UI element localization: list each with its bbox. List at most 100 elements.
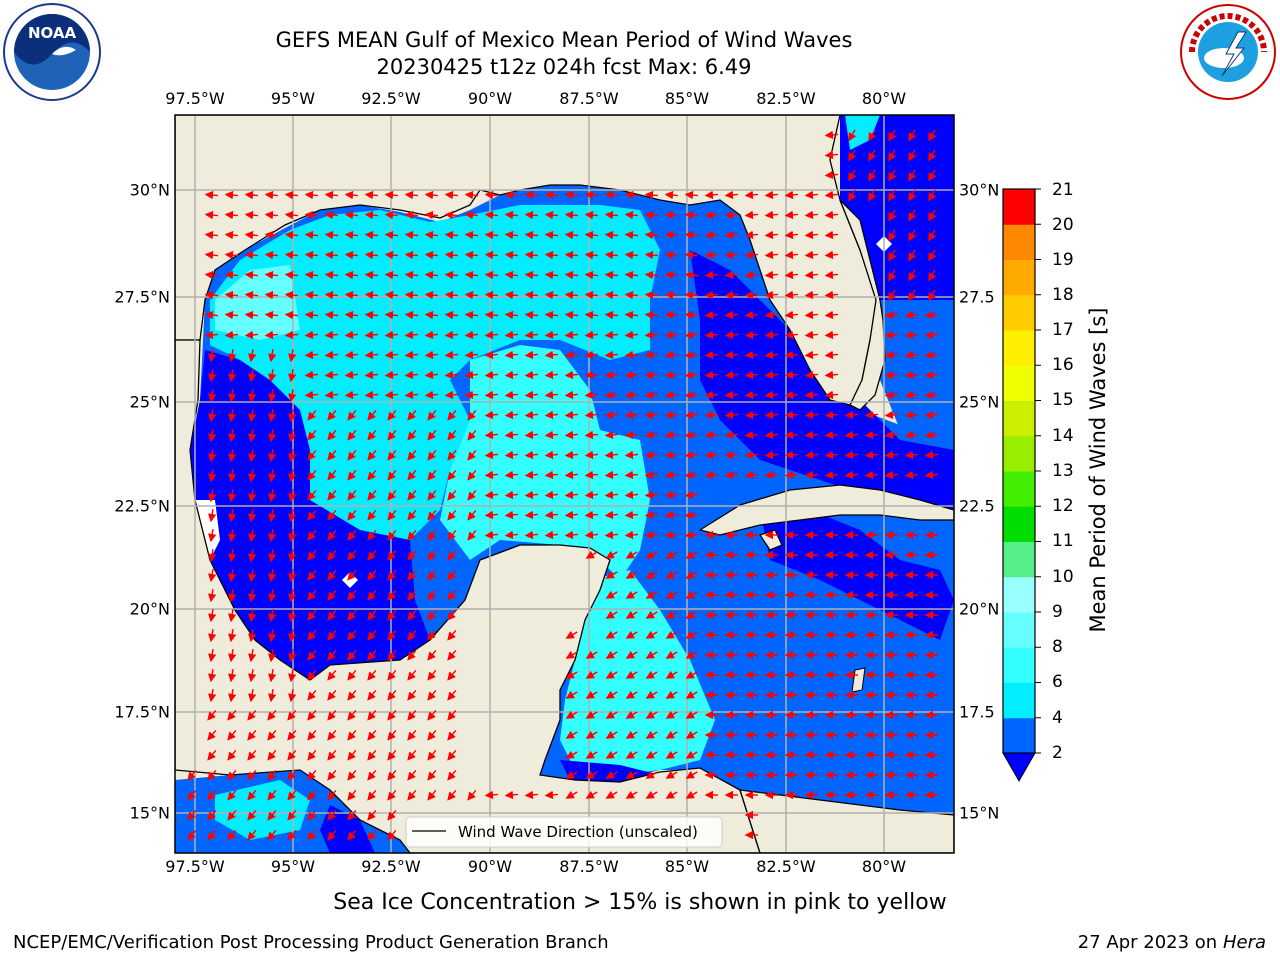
wind-arrow: [347, 469, 357, 481]
wind-arrow: [307, 409, 317, 421]
wind-arrow: [484, 350, 499, 360]
wind-arrow: [664, 510, 679, 520]
wind-arrow: [684, 530, 699, 540]
wind-arrow: [804, 290, 819, 300]
wind-arrow: [644, 370, 659, 380]
wind-arrow: [884, 430, 899, 440]
wind-arrow: [228, 348, 237, 363]
wind-arrow: [367, 749, 377, 761]
wind-arrow: [504, 510, 519, 520]
wind-arrow: [268, 568, 277, 583]
wind-arrow: [584, 310, 599, 320]
wind-arrow: [924, 430, 939, 440]
wind-arrow: [447, 529, 457, 541]
wind-arrow: [565, 710, 578, 719]
wind-arrow: [504, 210, 519, 220]
wind-arrow: [908, 289, 917, 302]
wind-arrow: [284, 310, 299, 320]
wind-arrow: [904, 370, 919, 380]
colorbar-tick: 15: [1052, 390, 1074, 410]
wind-arrow: [387, 549, 397, 561]
wind-arrow: [524, 430, 539, 440]
wind-arrow: [424, 270, 439, 280]
wind-arrow: [267, 829, 277, 841]
wind-arrow: [484, 430, 499, 440]
wind-arrow: [464, 190, 479, 200]
wind-arrow: [848, 169, 857, 182]
wind-arrow: [624, 230, 639, 240]
wind-arrow: [264, 210, 279, 220]
wind-arrow: [625, 570, 638, 579]
wind-arrow: [387, 589, 397, 601]
wind-arrow: [744, 410, 759, 420]
wind-arrow: [208, 608, 217, 623]
wind-arrow: [407, 429, 417, 441]
wind-arrow: [684, 330, 699, 340]
wind-arrow: [467, 789, 477, 801]
wind-arrow: [228, 608, 237, 623]
wind-arrow: [884, 330, 899, 340]
wind-arrow: [347, 669, 357, 681]
wind-arrow: [367, 409, 377, 421]
wind-arrow: [427, 769, 437, 781]
wind-arrow: [645, 690, 658, 699]
wind-arrow: [288, 368, 297, 383]
wind-arrow: [264, 190, 279, 200]
wind-arrow: [684, 390, 699, 400]
wind-arrow: [908, 129, 917, 142]
wind-arrow: [248, 428, 257, 443]
wind-arrow: [565, 790, 578, 799]
wind-arrow: [384, 230, 399, 240]
wind-arrow: [367, 509, 377, 521]
wind-arrow: [604, 190, 619, 200]
wind-arrow: [524, 330, 539, 340]
wind-arrow: [665, 750, 678, 759]
wind-arrow: [504, 410, 519, 420]
wind-arrow: [605, 790, 618, 799]
lat-label: 20°N: [129, 599, 170, 619]
wind-arrow: [387, 669, 397, 681]
wind-arrow: [347, 409, 357, 421]
wind-arrow: [484, 410, 499, 420]
wind-arrow: [347, 809, 357, 821]
wind-arrow: [248, 668, 257, 683]
wind-arrow: [327, 709, 337, 721]
wind-arrow: [267, 749, 277, 761]
wind-arrow: [644, 490, 659, 500]
wind-arrow: [665, 790, 678, 799]
wind-arrow: [427, 549, 437, 561]
wind-arrow: [228, 428, 237, 443]
wind-arrow: [404, 250, 419, 260]
wind-arrow: [268, 408, 277, 423]
wind-arrow: [684, 450, 699, 460]
wind-arrow: [544, 510, 559, 520]
wind-arrow: [624, 190, 639, 200]
wind-arrow: [287, 829, 297, 841]
wind-arrow: [724, 370, 739, 380]
wind-arrow: [248, 628, 257, 643]
wind-arrow: [544, 350, 559, 360]
wind-arrow: [804, 250, 819, 260]
wind-arrow: [544, 290, 559, 300]
wind-arrow: [744, 230, 759, 240]
wind-arrow: [884, 370, 899, 380]
wind-arrow: [267, 769, 277, 781]
wind-arrow: [884, 310, 899, 320]
wind-arrow: [824, 290, 839, 300]
wind-arrow: [344, 190, 359, 200]
wind-arrow: [888, 289, 897, 302]
wind-arrow: [307, 489, 317, 501]
wind-arrow: [584, 330, 599, 340]
colorbar-tick: 10: [1052, 567, 1074, 587]
wind-arrow: [367, 689, 377, 701]
wind-arrow: [248, 508, 257, 523]
wind-arrow: [744, 190, 759, 200]
wind-arrow: [344, 250, 359, 260]
wind-arrow: [207, 789, 217, 801]
wind-arrow: [704, 410, 719, 420]
wind-arrow: [504, 430, 519, 440]
colorbar-segment: [1003, 682, 1035, 719]
lon-label: 85°W: [664, 857, 710, 876]
wind-arrow: [347, 449, 357, 461]
wind-arrow: [824, 350, 839, 360]
